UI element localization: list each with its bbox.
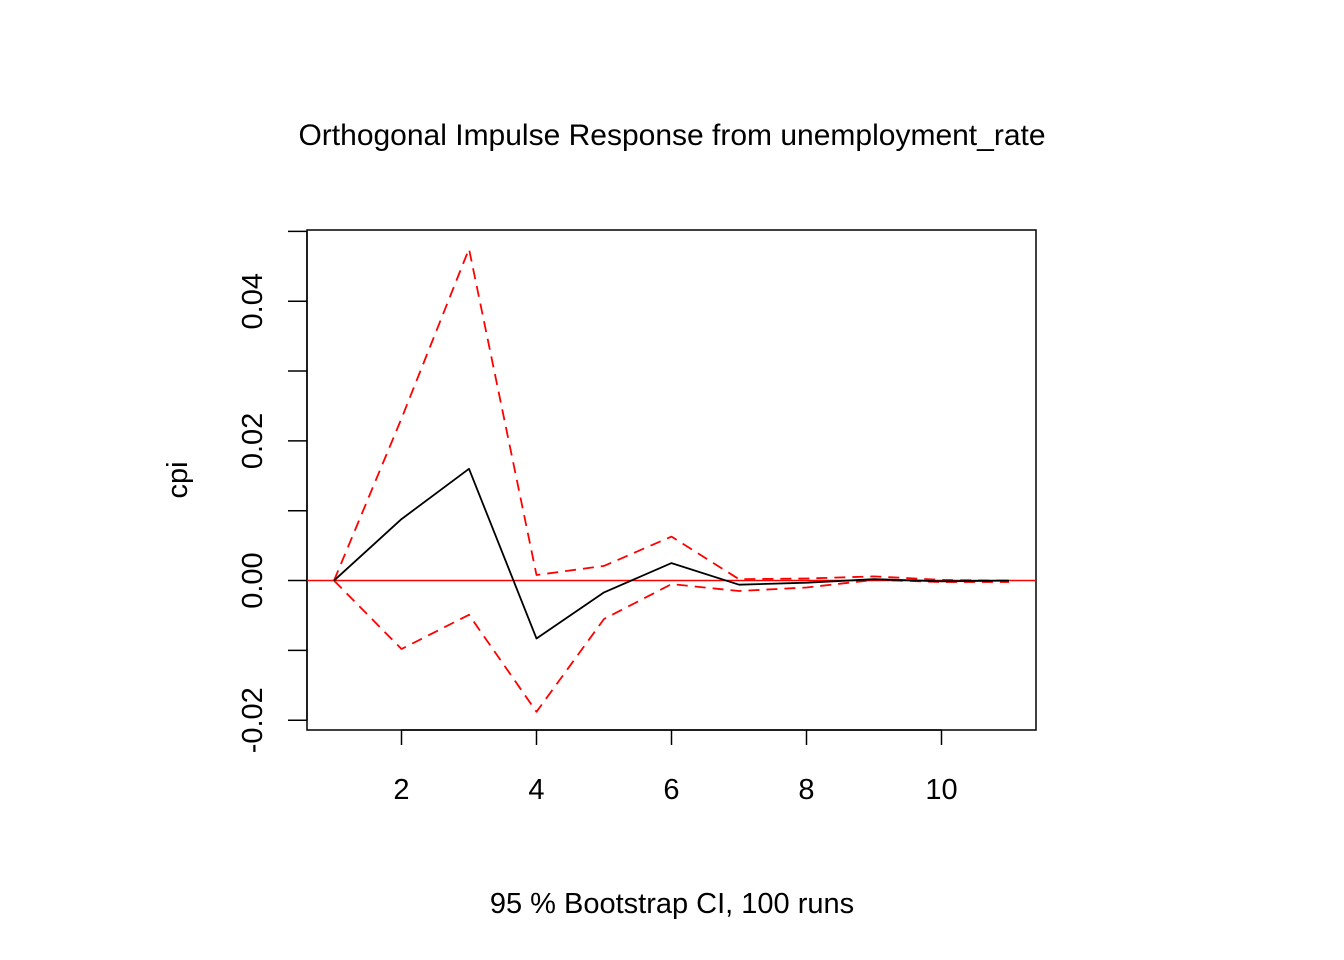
y-axis-label: cpi <box>162 461 194 498</box>
x-tick-label: 6 <box>663 774 679 806</box>
y-tick-label: 0.00 <box>237 552 269 608</box>
ci-band-line <box>333 247 1010 582</box>
x-tick-label: 10 <box>925 774 957 806</box>
ci-band-line <box>333 579 1009 713</box>
x-axis-label: 95 % Bootstrap CI, 100 runs <box>490 888 854 920</box>
plot-marks <box>307 247 1036 713</box>
y-tick-label: -0.02 <box>237 687 269 753</box>
y-tick-label: 0.02 <box>237 413 269 469</box>
y-tick-label: 0.04 <box>237 273 269 329</box>
x-axis: 2 4 6 8 10 <box>393 729 958 806</box>
response-line <box>333 467 1010 640</box>
plot-frame <box>306 229 1037 731</box>
x-tick-label: 4 <box>528 774 544 806</box>
x-tick-label: 2 <box>393 774 409 806</box>
chart-title: Orthogonal Impulse Response from unemplo… <box>298 119 1045 152</box>
x-tick-label: 8 <box>798 774 814 806</box>
y-axis: -0.02 0.00 0.02 0.04 <box>237 230 308 753</box>
